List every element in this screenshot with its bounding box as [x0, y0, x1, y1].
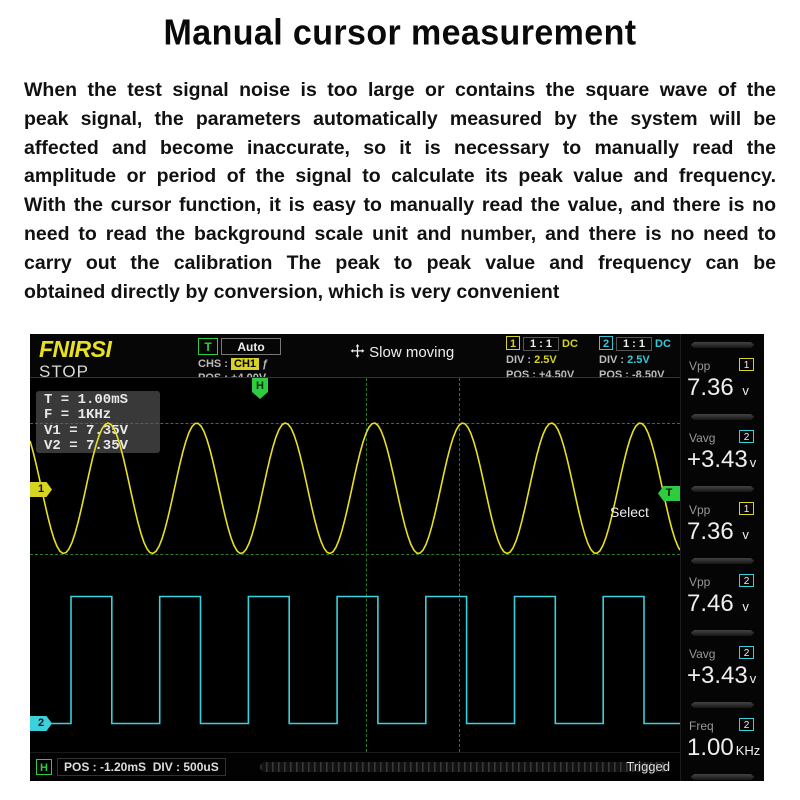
svg-text:H: H — [256, 380, 264, 392]
